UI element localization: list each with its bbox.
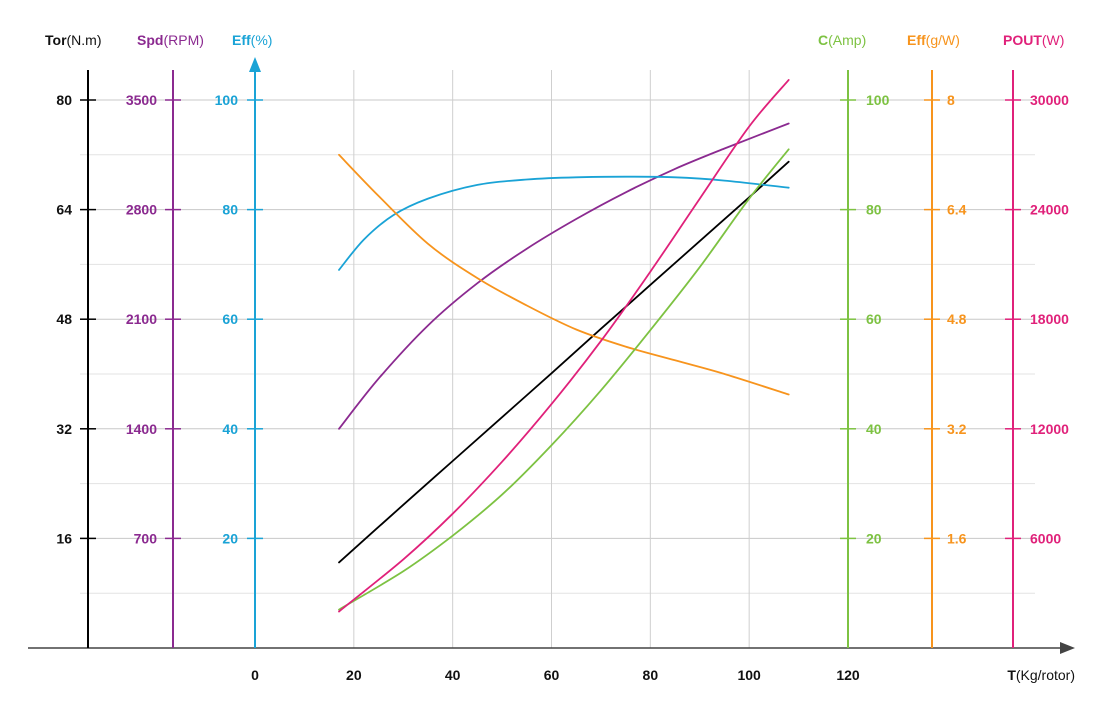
effg-tick-label: 1.6 — [947, 530, 967, 546]
amp-tick-label: 20 — [866, 530, 882, 546]
eff-series-line — [338, 175, 790, 271]
tor-tick-label: 32 — [56, 421, 72, 437]
spd-tick-label: 2800 — [126, 202, 157, 218]
eff-axis-title: Eff(%) — [232, 32, 272, 48]
effg-tick-label: 8 — [947, 92, 955, 108]
eff-tick-label: 40 — [222, 421, 238, 437]
x-axis-arrow-icon — [1060, 642, 1075, 654]
pout-tick-label: 30000 — [1030, 92, 1069, 108]
effg-series-line — [338, 153, 790, 396]
x-tick-label: 20 — [346, 667, 362, 683]
spd-axis-title: Spd(RPM) — [137, 32, 204, 48]
axes — [28, 57, 1075, 654]
eff-tick-label: 20 — [222, 530, 238, 546]
tor-series-line — [338, 160, 790, 564]
eff-tick-label: 100 — [215, 92, 239, 108]
x-tick-label: 60 — [544, 667, 560, 683]
effg-tick-label: 3.2 — [947, 421, 967, 437]
effg-tick-label: 6.4 — [947, 202, 967, 218]
amp-tick-label: 100 — [866, 92, 890, 108]
tor-tick-label: 80 — [56, 92, 72, 108]
tor-tick-label: 16 — [56, 530, 72, 546]
x-tick-label: 80 — [643, 667, 659, 683]
pout-tick-label: 12000 — [1030, 421, 1069, 437]
pout-axis-title: POUT(W) — [1003, 32, 1064, 48]
x-axis-title: T(Kg/rotor) — [1007, 667, 1075, 683]
x-tick-label: 0 — [251, 667, 259, 683]
axis-labels: 0 20 40 60 80 100 120 T(Kg/rotor) 16 32 48 64 80 Tor(… — [45, 32, 1075, 683]
tor-tick-label: 64 — [56, 202, 72, 218]
spd-tick-label: 700 — [134, 530, 158, 546]
pout-tick-label: 18000 — [1030, 311, 1069, 327]
x-tick-label: 120 — [836, 667, 860, 683]
amp-tick-label: 80 — [866, 202, 882, 218]
effg-tick-label: 4.8 — [947, 311, 967, 327]
spd-tick-label: 1400 — [126, 421, 157, 437]
spd-tick-label: 3500 — [126, 92, 157, 108]
tor-axis-title: Tor(N.m) — [45, 32, 102, 48]
eff-tick-label: 60 — [222, 311, 238, 327]
x-tick-label: 100 — [737, 667, 761, 683]
effg-axis-title: Eff(g/W) — [907, 32, 960, 48]
spd-series-line — [338, 122, 790, 430]
grid — [80, 70, 1035, 648]
tor-tick-label: 48 — [56, 311, 72, 327]
eff-tick-label: 80 — [222, 202, 238, 218]
amp-tick-label: 40 — [866, 421, 882, 437]
series-lines — [338, 79, 790, 613]
pout-tick-label: 24000 — [1030, 202, 1069, 218]
x-tick-label: 40 — [445, 667, 461, 683]
amp-tick-label: 60 — [866, 311, 882, 327]
amp-axis-title: C(Amp) — [818, 32, 866, 48]
amp-series-line — [338, 148, 790, 611]
pout-series-line — [338, 79, 790, 613]
spd-tick-label: 2100 — [126, 311, 157, 327]
pout-tick-label: 6000 — [1030, 530, 1061, 546]
eff-axis-arrow-icon — [249, 57, 261, 72]
